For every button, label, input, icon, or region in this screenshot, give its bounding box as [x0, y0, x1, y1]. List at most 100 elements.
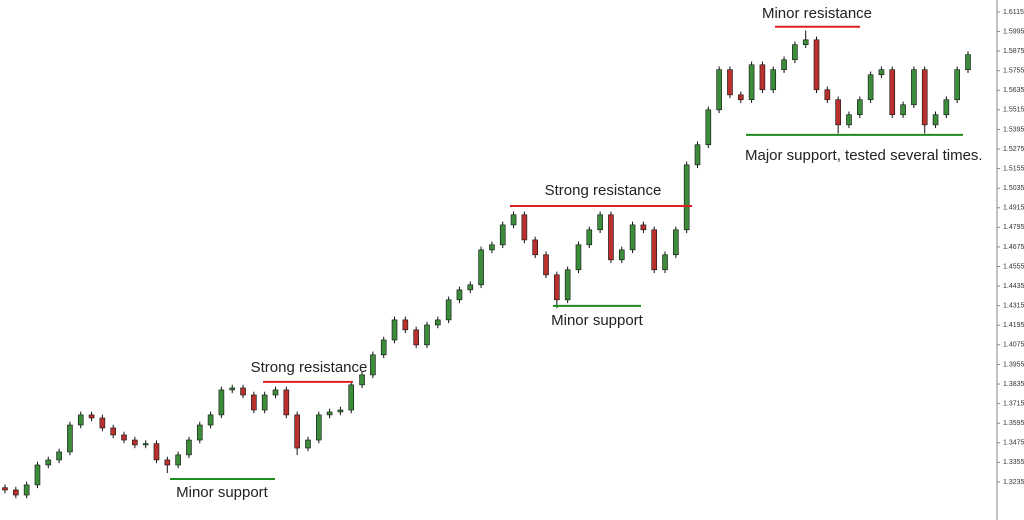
candle-body: [56, 451, 62, 461]
candle-body: [521, 214, 528, 241]
candle-body: [348, 384, 355, 411]
y-tick-label: 1.5155: [1003, 165, 1024, 172]
candle-body: [326, 411, 333, 416]
y-tick-label: 1.3715: [1003, 400, 1024, 407]
y-tick-label: 1.5275: [1003, 146, 1024, 153]
candle-body: [727, 69, 733, 96]
y-tick-label: 1.4555: [1003, 263, 1024, 270]
candle-body: [802, 39, 809, 46]
candle-body: [132, 439, 138, 446]
candle-body: [305, 439, 311, 449]
candle-body: [618, 249, 625, 261]
candle-body: [77, 414, 84, 426]
candle-body: [673, 229, 679, 256]
candle-body: [67, 424, 73, 453]
y-tick-label: 1.5395: [1003, 126, 1024, 133]
candle-body: [456, 289, 463, 301]
y-tick-label: 1.4195: [1003, 322, 1024, 329]
candle-body: [846, 114, 852, 126]
candle-body: [629, 224, 636, 251]
candle-body: [478, 249, 484, 286]
candle-body: [705, 109, 712, 146]
candle-body: [608, 214, 614, 261]
candle-body: [911, 69, 917, 106]
candle-body: [932, 114, 939, 126]
candle-body: [770, 69, 777, 91]
candle-body: [402, 319, 409, 331]
candle-body: [824, 89, 831, 101]
y-tick-label: 1.5635: [1003, 87, 1024, 94]
candle-body: [564, 269, 571, 301]
candle-body: [651, 229, 658, 271]
candle-body: [251, 394, 257, 411]
y-tick-label: 1.4075: [1003, 342, 1024, 349]
annotation-label: Minor resistance: [762, 5, 872, 22]
candle-body: [943, 99, 950, 116]
annotation-label: Strong resistance: [251, 359, 368, 376]
candle-body: [186, 439, 192, 456]
candle-body: [272, 389, 279, 396]
annotation-label: Strong resistance: [545, 182, 662, 199]
candle-body: [532, 239, 538, 256]
candle-body: [142, 443, 149, 446]
candle-body: [835, 99, 841, 126]
y-tick-label: 1.4795: [1003, 224, 1024, 231]
y-tick-label: 1.5755: [1003, 68, 1024, 75]
candle-body: [445, 299, 452, 321]
y-tick-label: 1.3835: [1003, 381, 1024, 388]
candle-body: [413, 329, 419, 346]
candle-body: [153, 443, 160, 461]
y-tick-label: 1.5995: [1003, 28, 1024, 35]
y-tick-label: 1.3955: [1003, 361, 1024, 368]
candle-body: [218, 389, 225, 416]
candle-body: [575, 244, 582, 271]
candle-body: [359, 374, 365, 386]
candle-body: [34, 464, 41, 486]
candle-body: [370, 354, 376, 376]
y-tick-label: 1.5875: [1003, 48, 1024, 55]
candle-body: [175, 454, 181, 466]
candle-body: [683, 164, 690, 231]
annotation-label: Minor support: [176, 484, 269, 501]
candle-body: [294, 414, 300, 449]
candle-body: [716, 69, 722, 111]
annotation-label: Minor support: [551, 312, 644, 329]
y-tick-label: 1.5515: [1003, 107, 1024, 114]
candle-body: [748, 64, 755, 101]
candle-body: [23, 484, 30, 496]
candle-body: [207, 414, 214, 426]
y-tick-label: 1.5035: [1003, 185, 1024, 192]
candle-body: [2, 487, 8, 491]
candle-body: [391, 319, 398, 341]
candle-body: [283, 389, 290, 416]
candle-body: [88, 414, 95, 419]
candle-body: [337, 409, 344, 413]
candle-body: [965, 54, 971, 70]
candle-body: [380, 339, 387, 356]
candle-body: [510, 214, 517, 226]
candle-body: [240, 387, 246, 396]
y-tick-label: 1.4675: [1003, 244, 1024, 251]
y-tick-label: 1.3355: [1003, 459, 1024, 466]
candle-body: [889, 69, 896, 116]
candle-body: [792, 44, 798, 61]
candle-body: [489, 244, 495, 251]
candle-body: [121, 434, 127, 441]
candle-body: [196, 424, 203, 441]
candle-body: [435, 319, 441, 326]
candle-body: [499, 224, 506, 246]
candle-body: [737, 94, 744, 101]
candle-body: [554, 274, 560, 301]
candle-body: [921, 69, 928, 126]
candle-body: [759, 64, 766, 91]
candle-body: [13, 489, 19, 496]
candle-body: [261, 394, 268, 411]
candle-body: [694, 144, 701, 166]
y-tick-label: 1.3475: [1003, 440, 1024, 447]
candle-body: [640, 224, 647, 231]
candle-body: [597, 214, 603, 231]
candle-body: [315, 414, 322, 441]
y-tick-label: 1.6115: [1003, 9, 1024, 16]
candle-body: [164, 459, 171, 466]
